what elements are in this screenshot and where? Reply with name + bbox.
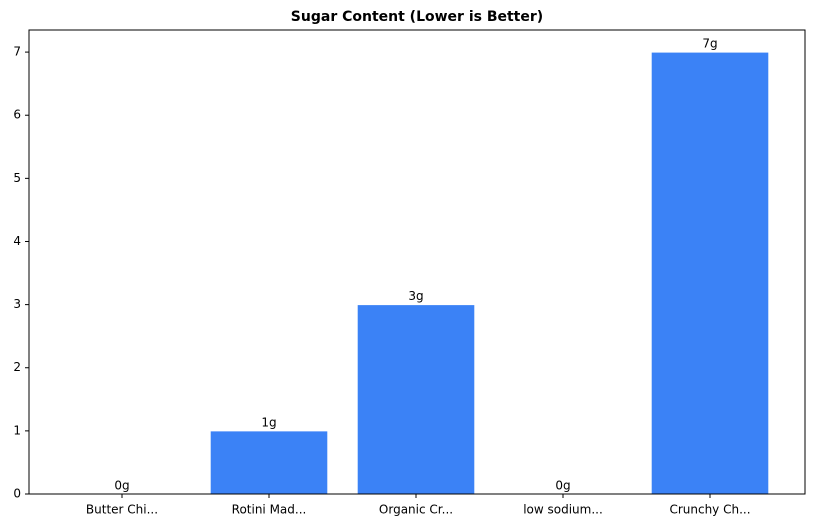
x-tick-label: Organic Cr... (379, 503, 453, 517)
value-label: 1g (261, 415, 276, 429)
y-tick-label: 4 (13, 234, 21, 248)
plot-frame (28, 29, 806, 495)
x-tick-label: Crunchy Ch... (669, 503, 750, 517)
y-tick-label: 5 (13, 171, 21, 185)
value-label: 0g (114, 479, 129, 493)
x-tick-label: Rotini Mad... (232, 503, 307, 517)
bar (356, 304, 476, 495)
bar (209, 430, 329, 495)
x-tick-label: low sodium... (523, 503, 603, 517)
bar (650, 51, 770, 495)
y-tick-label: 7 (13, 45, 21, 59)
x-tick-label: Butter Chi... (86, 503, 158, 517)
value-label: 3g (408, 289, 423, 303)
value-label: 0g (555, 479, 570, 493)
y-tick-label: 2 (13, 360, 21, 374)
chart-title: Sugar Content (Lower is Better) (291, 9, 543, 25)
y-tick-label: 1 (13, 423, 21, 437)
y-tick-label: 0 (13, 487, 21, 501)
y-tick-label: 6 (13, 108, 21, 122)
value-label: 7g (702, 37, 717, 51)
y-tick-label: 3 (13, 297, 21, 311)
